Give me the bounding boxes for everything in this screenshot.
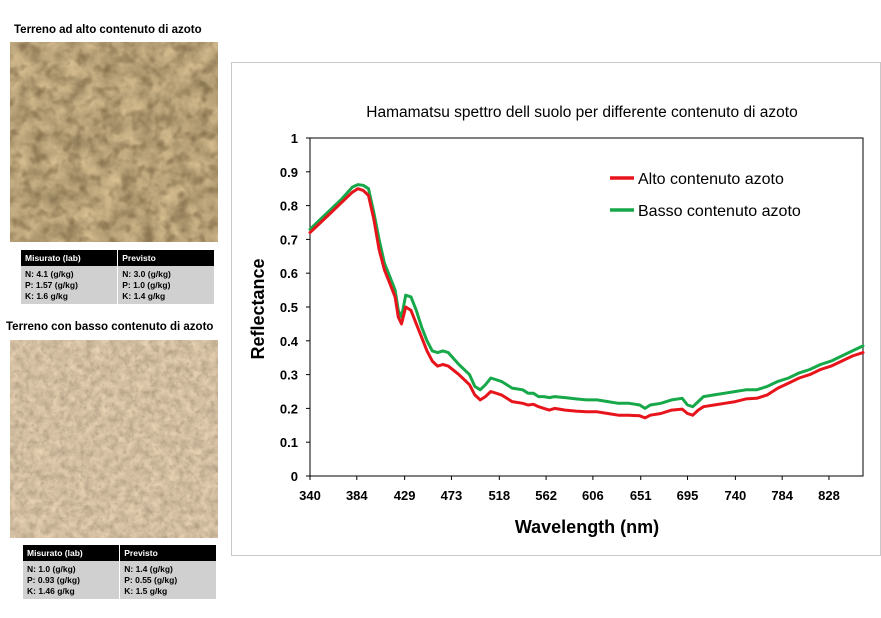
y-tick-label: 0.4 xyxy=(280,334,299,349)
series-line-alto xyxy=(308,187,865,420)
predicted-values: N: 1.4 (g/kg) P: 0.55 (g/kg) K: 1.5 g/kg xyxy=(119,561,217,599)
predicted-header: Previsto xyxy=(117,250,215,266)
x-axis-label: Wavelength (nm) xyxy=(515,517,659,537)
y-tick-label: 0.8 xyxy=(280,199,298,214)
measured-k: K: 1.46 g/kg xyxy=(27,586,75,596)
predicted-p: P: 1.0 (g/kg) xyxy=(122,280,171,290)
predicted-n: N: 1.4 (g/kg) xyxy=(124,564,173,574)
measured-header: Misurato (lab) xyxy=(21,250,119,266)
spectrum-chart-svg: Hamamatsu spettro dell suolo per differe… xyxy=(248,104,865,537)
x-tick-label: 651 xyxy=(630,488,652,503)
x-tick-label: 562 xyxy=(535,488,557,503)
predicted-k: K: 1.5 g/kg xyxy=(124,586,168,596)
predicted-n: N: 3.0 (g/kg) xyxy=(122,269,171,279)
y-tick-label: 0.9 xyxy=(280,165,298,180)
y-tick-label: 0 xyxy=(291,469,298,484)
measured-values: N: 4.1 (g/kg) P: 1.57 (g/kg) K: 1.6 g/kg xyxy=(21,266,119,304)
high-nitrogen-soil-photo xyxy=(10,42,218,242)
x-tick-label: 518 xyxy=(488,488,510,503)
series-line-basso xyxy=(308,183,865,410)
y-tick-label: 0.2 xyxy=(280,401,298,416)
high-nitrogen-table: Misurato (lab) Previsto N: 4.1 (g/kg) P:… xyxy=(21,250,215,304)
x-tick-label: 340 xyxy=(299,488,321,503)
predicted-k: K: 1.4 g/kg xyxy=(122,291,166,301)
x-tick-label: 740 xyxy=(725,488,747,503)
x-tick-label: 473 xyxy=(441,488,463,503)
x-tick-label: 429 xyxy=(394,488,416,503)
y-tick-label: 0.7 xyxy=(280,232,298,247)
measured-header: Misurato (lab) xyxy=(23,545,121,561)
measured-n: N: 4.1 (g/kg) xyxy=(25,269,74,279)
low-nitrogen-table: Misurato (lab) Previsto N: 1.0 (g/kg) P:… xyxy=(23,545,217,599)
measured-n: N: 1.0 (g/kg) xyxy=(27,564,76,574)
y-axis-label: Reflectance xyxy=(248,258,268,359)
legend-label-alto: Alto contenuto azoto xyxy=(638,171,784,188)
x-tick-label: 695 xyxy=(677,488,699,503)
high-nitrogen-title: Terreno ad alto contenuto di azoto xyxy=(14,24,202,36)
predicted-header: Previsto xyxy=(119,545,217,561)
y-tick-label: 0.6 xyxy=(280,266,298,281)
measured-values: N: 1.0 (g/kg) P: 0.93 (g/kg) K: 1.46 g/k… xyxy=(23,561,121,599)
y-tick-label: 0.3 xyxy=(280,368,298,383)
y-tick-label: 0.1 xyxy=(280,435,298,450)
plot-area-border xyxy=(309,137,864,477)
x-tick-label: 784 xyxy=(771,488,793,503)
chart-title: Hamamatsu spettro dell suolo per differe… xyxy=(366,104,797,121)
y-tick-label: 0.5 xyxy=(280,300,298,315)
legend-label-basso: Basso contenuto azoto xyxy=(638,203,801,220)
measured-p: P: 0.93 (g/kg) xyxy=(27,575,80,585)
predicted-values: N: 3.0 (g/kg) P: 1.0 (g/kg) K: 1.4 g/kg xyxy=(117,266,215,304)
spectrum-chart: Hamamatsu spettro dell suolo per differe… xyxy=(231,62,881,556)
x-tick-label: 606 xyxy=(582,488,604,503)
predicted-p: P: 0.55 (g/kg) xyxy=(124,575,178,585)
y-tick-label: 1 xyxy=(291,131,298,146)
low-nitrogen-title: Terreno con basso contenuto di azoto xyxy=(6,321,214,333)
measured-p: P: 1.57 (g/kg) xyxy=(25,280,78,290)
x-tick-label: 384 xyxy=(346,488,368,503)
low-nitrogen-soil-photo xyxy=(10,340,218,538)
measured-k: K: 1.6 g/kg xyxy=(25,291,68,301)
x-tick-label: 828 xyxy=(818,488,840,503)
